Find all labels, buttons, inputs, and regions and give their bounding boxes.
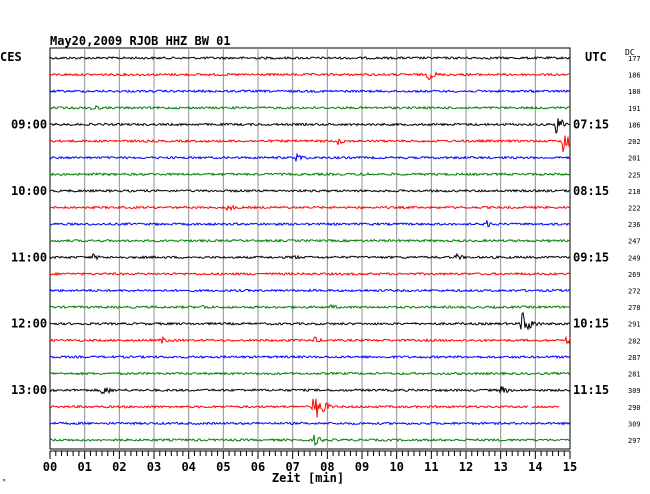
dc-offset-label: 201 — [628, 155, 641, 163]
trace-row-1 — [49, 71, 571, 81]
x-tick-label: 03 — [147, 460, 161, 474]
left-time-label: 12:00 — [11, 317, 47, 331]
trace-row-3 — [49, 105, 571, 111]
x-tick-label: 13 — [493, 460, 507, 474]
trace-row-21 — [49, 398, 560, 418]
trace-row-11 — [49, 238, 571, 243]
trace-row-5 — [49, 135, 571, 153]
right-time-label: 11:15 — [573, 383, 609, 397]
left-time-label: 10:00 — [11, 184, 47, 198]
x-tick-label: 06 — [251, 460, 265, 474]
left-time-label: 09:00 — [11, 117, 47, 131]
trace-row-9 — [49, 204, 571, 212]
dc-offset-label: 222 — [628, 204, 641, 212]
trace-row-0 — [49, 56, 571, 61]
x-tick-label: 07 — [285, 460, 299, 474]
dc-offset-label: 236 — [628, 221, 641, 229]
x-tick-label: 04 — [181, 460, 195, 474]
trace-row-17 — [49, 335, 571, 345]
x-tick-label: 05 — [216, 460, 230, 474]
dc-offset-label: 272 — [628, 288, 641, 296]
x-tick-label: 14 — [528, 460, 542, 474]
trace-row-10 — [49, 220, 571, 228]
x-tick-label: 02 — [112, 460, 126, 474]
trace-row-18 — [49, 354, 571, 360]
trace-row-19 — [49, 371, 571, 376]
right-time-label: 09:15 — [573, 250, 609, 264]
dc-offset-label: 191 — [628, 105, 641, 113]
dc-offset-label: 180 — [628, 88, 641, 96]
dc-offset-label: 218 — [628, 188, 641, 196]
dc-offset-label: 186 — [628, 72, 641, 80]
dc-offset-label: 291 — [628, 321, 641, 329]
dc-offset-label: 309 — [628, 387, 641, 395]
dc-offset-label: 290 — [628, 404, 641, 412]
trace-row-2 — [49, 89, 571, 94]
trace-row-6 — [49, 152, 571, 162]
trace-row-15 — [49, 304, 571, 310]
x-axis-label: Zeit [min] — [272, 471, 344, 485]
left-timezone-label: CES — [0, 50, 22, 64]
x-tick-label: 01 — [77, 460, 91, 474]
right-time-label: 07:15 — [573, 117, 609, 131]
dc-offset-label: 202 — [628, 138, 641, 146]
left-time-label: 11:00 — [11, 250, 47, 264]
chart-title: May20,2009 RJOB HHZ BW 01 — [50, 34, 231, 48]
x-tick-label: 00 — [43, 460, 57, 474]
dc-offset-label: 287 — [628, 354, 641, 362]
right-time-label: 08:15 — [573, 184, 609, 198]
dc-column-label: DC — [625, 48, 635, 57]
x-tick-label: 08 — [320, 460, 334, 474]
trace-row-12 — [49, 252, 571, 261]
right-timezone-label: UTC — [585, 50, 607, 64]
trace-row-20 — [49, 385, 571, 395]
x-tick-label: 09 — [355, 460, 369, 474]
trace-row-22 — [49, 421, 571, 426]
corner-mark: ᴹ — [2, 478, 7, 486]
trace-row-14 — [49, 288, 571, 293]
x-tick-label: 15 — [563, 460, 577, 474]
x-tick-label: 11 — [424, 460, 438, 474]
dc-offset-label: 249 — [628, 254, 641, 262]
trace-row-4 — [49, 118, 571, 134]
dc-offset-label: 281 — [628, 371, 641, 379]
plot-frame — [49, 47, 571, 450]
dc-offset-label: 282 — [628, 337, 641, 345]
dc-offset-label: 278 — [628, 304, 641, 312]
dc-offset-label: 186 — [628, 121, 641, 129]
right-time-label: 10:15 — [573, 317, 609, 331]
trace-row-8 — [49, 188, 571, 193]
trace-row-16 — [49, 311, 571, 331]
dc-offset-label: 177 — [628, 55, 641, 63]
left-time-label: 13:00 — [11, 383, 47, 397]
dc-offset-label: 247 — [628, 238, 641, 246]
dc-offset-label: 309 — [628, 420, 641, 428]
x-tick-label: 10 — [389, 460, 403, 474]
x-tick-label: 12 — [459, 460, 473, 474]
trace-row-23 — [49, 434, 571, 447]
trace-row-13 — [49, 271, 571, 277]
dc-offset-label: 269 — [628, 271, 641, 279]
trace-row-7 — [49, 171, 571, 177]
dc-offset-label: 225 — [628, 171, 641, 179]
dc-offset-label: 297 — [628, 437, 641, 445]
